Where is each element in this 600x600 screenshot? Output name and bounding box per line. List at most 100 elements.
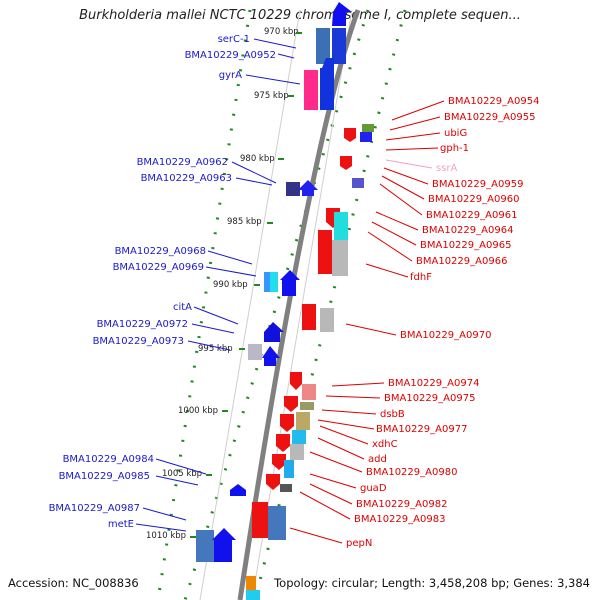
gene-block[interactable] xyxy=(286,182,300,196)
gene-label-right[interactable]: ubiG xyxy=(444,128,467,139)
gene-label-left[interactable]: BMA10229_A0969 xyxy=(113,262,204,273)
gene-block[interactable] xyxy=(280,484,292,492)
kbp-tick-label: 970 kbp xyxy=(264,27,299,37)
gene-arrow[interactable] xyxy=(280,270,300,296)
gene-block[interactable] xyxy=(196,530,214,562)
gene-label-right[interactable]: BMA10229_A0954 xyxy=(448,96,539,107)
gene-label-left[interactable]: BMA10229_A0973 xyxy=(93,336,184,347)
reverse-strand-genes xyxy=(246,124,374,600)
gene-arrow[interactable] xyxy=(264,322,284,342)
gene-label-right[interactable]: add xyxy=(368,454,387,465)
gene-arrow[interactable] xyxy=(272,454,286,470)
gene-label-left[interactable]: BMA10229_A0984 xyxy=(63,454,154,465)
kbp-tick: 990 kbp xyxy=(213,280,260,290)
gene-block[interactable] xyxy=(252,502,268,538)
gene-label-right[interactable]: gph-1 xyxy=(440,143,469,154)
gene-arrow[interactable] xyxy=(340,156,352,170)
gene-arrow[interactable] xyxy=(212,528,236,562)
gene-label-right[interactable]: fdhF xyxy=(410,272,432,283)
gene-block[interactable] xyxy=(304,70,318,110)
gene-block[interactable] xyxy=(318,230,332,274)
gene-label-left[interactable]: BMA10229_A0968 xyxy=(115,246,206,257)
gene-label-right[interactable]: BMA10229_A0961 xyxy=(426,210,517,221)
gene-label-right[interactable]: dsbB xyxy=(380,409,405,420)
gene-label-left[interactable]: BMA10229_A0952 xyxy=(185,50,276,61)
gene-block[interactable] xyxy=(246,590,260,600)
gene-label-right[interactable]: BMA10229_A0974 xyxy=(388,378,479,389)
gene-block[interactable] xyxy=(352,178,364,188)
gene-block[interactable] xyxy=(268,506,286,540)
gene-block[interactable] xyxy=(320,68,334,110)
left-connectors xyxy=(135,38,301,532)
gene-block[interactable] xyxy=(362,124,374,132)
gene-arrow[interactable] xyxy=(344,128,356,142)
kbp-tick: 1010 kbp xyxy=(146,531,196,541)
gene-label-right[interactable]: BMA10229_A0975 xyxy=(384,393,475,404)
kbp-tick-label: 980 kbp xyxy=(240,154,275,164)
map-title: Burkholderia mallei NCTC 10229 chromosom… xyxy=(79,8,521,23)
gene-label-left[interactable]: BMA10229_A0962 xyxy=(137,157,228,168)
gene-label-left[interactable]: serC-1 xyxy=(218,34,250,45)
gene-arrow[interactable] xyxy=(276,434,290,452)
gene-label-left[interactable]: gyrA xyxy=(219,70,242,81)
gene-block[interactable] xyxy=(332,240,348,276)
gene-label-left[interactable]: metE xyxy=(108,519,134,530)
left-labels: serC-1 BMA10229_A0952 gyrA BMA10229_A096… xyxy=(49,34,276,530)
gene-label-right[interactable]: BMA10229_A0977 xyxy=(376,424,467,435)
gene-block[interactable] xyxy=(360,132,372,142)
gene-label-right[interactable]: BMA10229_A0966 xyxy=(416,256,507,267)
gene-arrow[interactable] xyxy=(332,2,352,26)
gene-block[interactable] xyxy=(332,28,346,64)
gene-label-right[interactable]: guaD xyxy=(360,483,387,494)
gene-label-right[interactable]: BMA10229_A0959 xyxy=(432,179,523,190)
gene-block[interactable] xyxy=(334,212,348,240)
gene-label-right[interactable]: BMA10229_A0964 xyxy=(422,225,513,236)
gene-label-right[interactable]: ssrA xyxy=(436,163,458,174)
kbp-tick-label: 995 kbp xyxy=(198,344,233,354)
gene-block[interactable] xyxy=(320,308,334,332)
gene-label-right[interactable]: BMA10229_A0980 xyxy=(366,467,457,478)
gene-arrow[interactable] xyxy=(284,396,298,412)
gene-block[interactable] xyxy=(248,344,262,360)
gene-label-left[interactable]: citA xyxy=(173,302,192,313)
kbp-tick-label: 1000 kbp xyxy=(178,406,218,416)
kbp-tick-label: 975 kbp xyxy=(254,91,289,101)
gene-block[interactable] xyxy=(284,460,294,478)
forward-strand-genes xyxy=(196,2,352,562)
gene-arrow[interactable] xyxy=(322,58,334,68)
gene-block[interactable] xyxy=(264,272,270,292)
gene-arrow[interactable] xyxy=(290,372,302,390)
kbp-tick-label: 1005 kbp xyxy=(162,469,202,479)
gene-label-right[interactable]: BMA10229_A0982 xyxy=(356,499,447,510)
kbp-ticks: 970 kbp 975 kbp 980 kbp 985 kbp 990 kbp … xyxy=(146,27,302,541)
gene-block[interactable] xyxy=(246,576,256,592)
gene-label-right[interactable]: xdhC xyxy=(372,439,398,450)
gene-arrow[interactable] xyxy=(230,484,246,496)
gene-block[interactable] xyxy=(302,304,316,330)
gene-label-right[interactable]: pepN xyxy=(346,538,372,549)
gene-arrow[interactable] xyxy=(280,414,294,432)
gene-arrow[interactable] xyxy=(266,474,280,490)
kbp-tick: 980 kbp xyxy=(240,154,284,164)
gene-label-right[interactable]: BMA10229_A0955 xyxy=(444,112,535,123)
gene-label-right[interactable]: BMA10229_A0960 xyxy=(428,194,519,205)
gene-label-left[interactable]: BMA10229_A0972 xyxy=(97,319,188,330)
kbp-tick: 1005 kbp xyxy=(162,469,212,479)
gene-block[interactable] xyxy=(302,384,316,400)
gene-label-left[interactable]: BMA10229_A0985 xyxy=(59,471,150,482)
gene-label-left[interactable]: BMA10229_A0987 xyxy=(49,503,140,514)
gene-label-right[interactable]: BMA10229_A0970 xyxy=(400,330,491,341)
gene-label-right[interactable]: BMA10229_A0983 xyxy=(354,514,445,525)
gene-block[interactable] xyxy=(296,412,310,430)
gene-block[interactable] xyxy=(290,444,304,460)
gene-block[interactable] xyxy=(300,402,314,410)
gene-block[interactable] xyxy=(316,28,330,64)
gene-arrow[interactable] xyxy=(298,180,318,196)
kbp-tick-label: 985 kbp xyxy=(227,217,262,227)
gene-label-right[interactable]: BMA10229_A0965 xyxy=(420,240,511,251)
gene-label-left[interactable]: BMA10229_A0963 xyxy=(141,173,232,184)
gene-block[interactable] xyxy=(292,430,306,444)
right-labels: BMA10229_A0954 BMA10229_A0955 ubiG gph-1… xyxy=(346,96,539,549)
gene-block[interactable] xyxy=(270,272,278,292)
gene-arrow[interactable] xyxy=(262,346,280,366)
